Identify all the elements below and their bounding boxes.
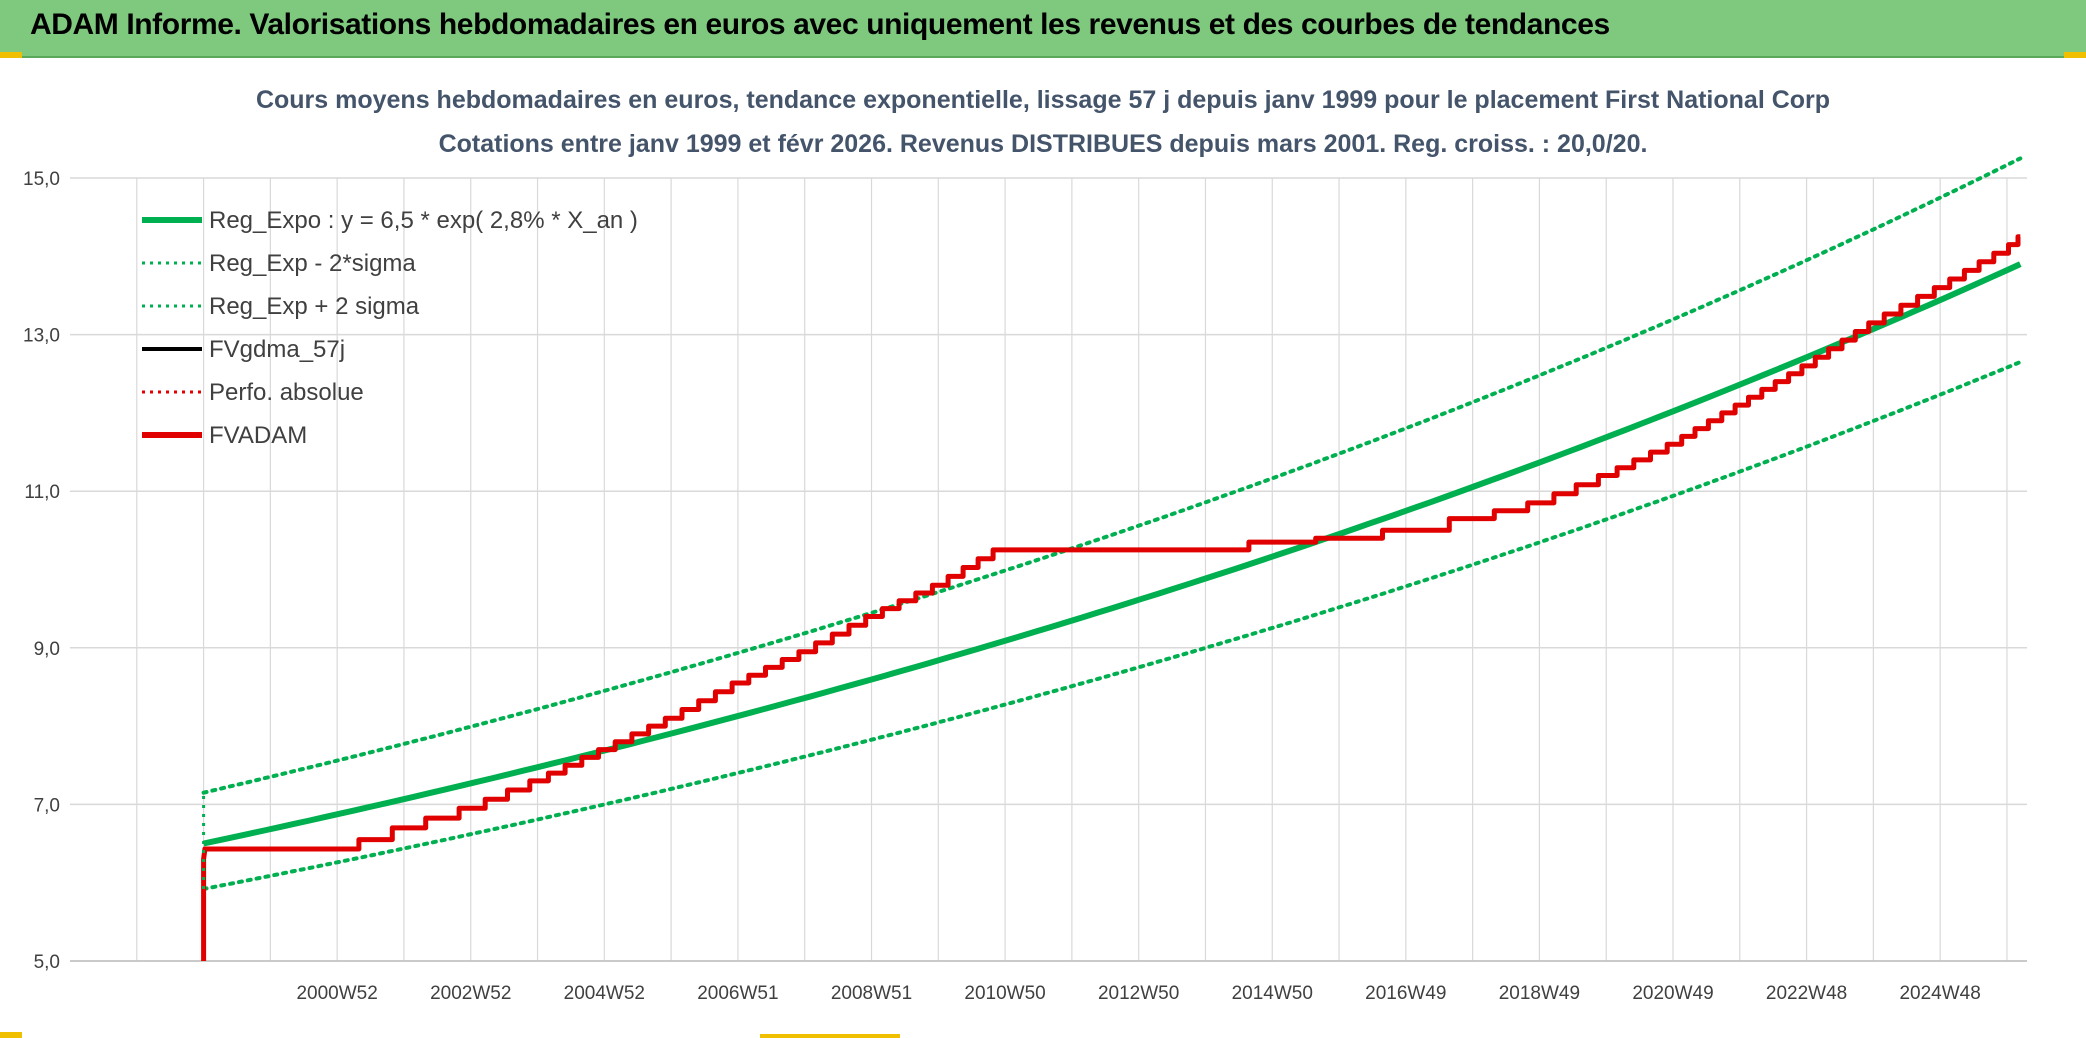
x-tick-label: 2010W50 (964, 983, 1045, 1004)
x-tick-label: 2004W52 (564, 983, 645, 1004)
x-tick-label: 2024W48 (1899, 983, 1980, 1004)
series-line-5 (201, 234, 2021, 961)
legend-label: FVgdma_57j (209, 336, 345, 363)
x-tick-label: 2016W49 (1365, 983, 1446, 1004)
y-tick-label: 11,0 (24, 482, 60, 503)
y-tick-label: 9,0 (34, 639, 60, 660)
x-tick-label: 2022W48 (1766, 983, 1847, 1004)
series-layer (201, 156, 2023, 961)
series-line-1 (201, 360, 2023, 891)
chart-subtitle: Cotations entre janv 1999 et févr 2026. … (439, 130, 1648, 158)
grid-layer (70, 177, 2027, 962)
series-line-0 (202, 261, 2022, 847)
legend-label: Reg_Exp - 2*sigma (209, 250, 416, 277)
x-tick-label: 2020W49 (1632, 983, 1713, 1004)
header-title: ADAM Informe. Valorisations hebdomadaire… (30, 8, 1610, 41)
series-line-2 (201, 156, 2023, 795)
x-tick-label: 2000W52 (296, 983, 377, 1004)
header-bar: ADAM Informe. Valorisations hebdomadaire… (0, 0, 2086, 58)
corner-accent-bottom-mid (760, 1034, 900, 1038)
x-tick-label: 2012W50 (1098, 983, 1179, 1004)
corner-accent-top-right (2064, 52, 2086, 58)
corner-accent-bottom-left (0, 1032, 22, 1038)
x-tick-label: 2018W49 (1499, 983, 1580, 1004)
legend-label: Reg_Expo : y = 6,5 * exp( 2,8% * X_an ) (209, 207, 638, 234)
legend: Reg_Expo : y = 6,5 * exp( 2,8% * X_an ) R… (142, 207, 638, 449)
legend-label: FVADAM (209, 422, 307, 449)
x-tick-label: 2014W50 (1232, 983, 1313, 1004)
axis-layer: 5,0 7,0 9,0 11,0 13,0 15,0 2000W52 2002W52 2004W… (23, 169, 2027, 1004)
legend-label: Reg_Exp + 2 sigma (209, 293, 420, 320)
corner-accent-top-left (0, 52, 22, 58)
y-tick-label: 7,0 (34, 795, 60, 816)
y-tick-label: 5,0 (34, 952, 60, 973)
y-tick-label: 15,0 (23, 169, 60, 190)
y-tick-label: 13,0 (23, 326, 60, 347)
legend-label: Perfo. absolue (209, 379, 364, 406)
x-tick-label: 2008W51 (831, 983, 912, 1004)
x-tick-label: 2002W52 (430, 983, 511, 1004)
chart-title: Cours moyens hebdomadaires en euros, ten… (256, 86, 1830, 114)
x-tick-label: 2006W51 (697, 983, 778, 1004)
chart-svg: 5,0 7,0 9,0 11,0 13,0 15,0 2000W52 2002W52 2004W… (23, 86, 2027, 1004)
